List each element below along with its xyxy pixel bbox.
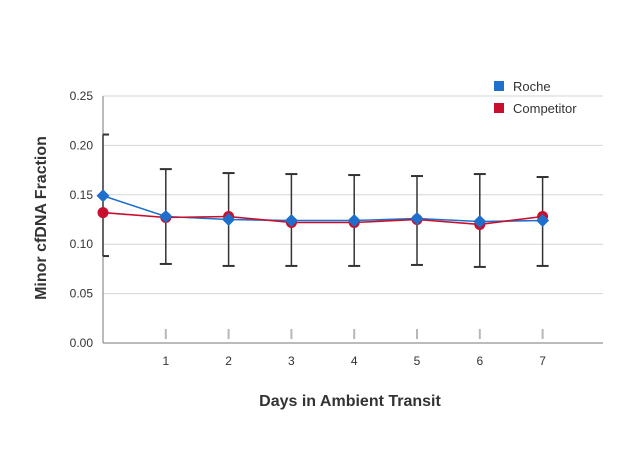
marker-roche-7 <box>536 213 550 227</box>
marker-roche-2 <box>222 213 236 226</box>
legend-label-competitor: Competitor <box>513 101 577 116</box>
y-tick-label-2: 0.10 <box>70 237 94 251</box>
marker-roche-0 <box>96 189 110 203</box>
y-axis-title: Minor cfDNA Fraction <box>33 136 50 300</box>
x-tick-labels: 1 2 3 4 5 6 7 <box>162 354 546 368</box>
x-tick-label-1: 1 <box>162 354 169 368</box>
x-tick-label-4: 4 <box>351 354 358 368</box>
marker-roche-1 <box>159 210 173 224</box>
x-tick-label-2: 2 <box>225 354 232 368</box>
series-lines <box>102 195 543 226</box>
y-tick-label-0: 0.00 <box>70 336 94 350</box>
marker-roche-4 <box>347 213 361 227</box>
y-tick-label-4: 0.20 <box>70 138 94 152</box>
legend-swatch-roche <box>494 81 504 91</box>
series-line-competitor <box>102 211 543 226</box>
legend: Roche Competitor <box>494 79 577 116</box>
x-tick-label-7: 7 <box>539 354 546 368</box>
marker-roche-5 <box>410 212 424 226</box>
x-tick-label-6: 6 <box>476 354 483 368</box>
legend-label-roche: Roche <box>513 79 551 94</box>
y-tick-label-5: 0.25 <box>70 89 94 103</box>
y-tick-label-3: 0.15 <box>70 188 94 202</box>
series-markers <box>96 189 550 230</box>
y-tick-label-1: 0.05 <box>70 287 94 301</box>
x-axis-title: Days in Ambient Transit <box>259 393 441 410</box>
legend-swatch-competitor <box>494 103 504 113</box>
y-tick-labels: 0.00 0.05 0.10 0.15 0.20 0.25 <box>70 89 94 350</box>
marker-roche-6 <box>473 214 487 228</box>
marker-competitor-0 <box>97 207 109 219</box>
x-tick-label-5: 5 <box>414 354 421 368</box>
x-tick-label-3: 3 <box>288 354 295 368</box>
error-bars <box>102 133 549 268</box>
grid-lines <box>103 95 603 295</box>
marker-roche-3 <box>284 213 298 227</box>
